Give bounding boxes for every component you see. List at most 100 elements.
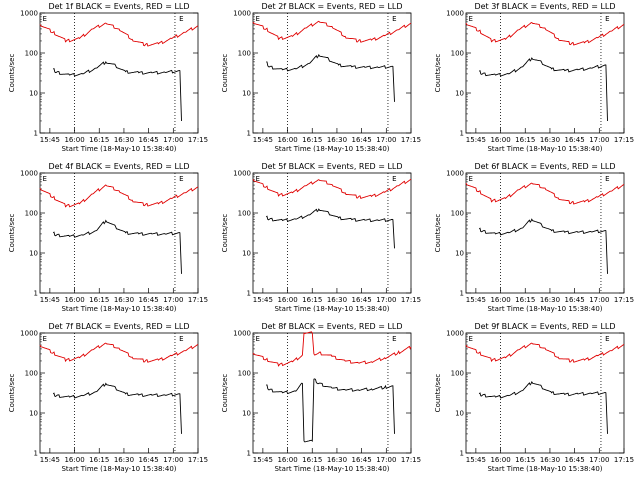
panel-4-title: Det 4f BLACK = Events, RED = LLD (48, 162, 189, 171)
panel-5-x-tick-label: 16:15 (302, 296, 322, 304)
panel-6-x-tick-label: 16:45 (565, 296, 585, 304)
panel-4-x-tick-label: 16:45 (139, 296, 159, 304)
panel-7-x-tick-label: 15:45 (40, 456, 60, 464)
panel-6-y-tick-label: 1 (460, 290, 464, 298)
panel-4-e-marker: E (42, 175, 46, 183)
panel-4-series-lld-red (39, 184, 199, 208)
panel-5-y-tick-label: 1 (247, 290, 251, 298)
panel-1-x-tick-label: 16:30 (114, 136, 134, 144)
panel-8-x-tick-label: 16:15 (302, 456, 322, 464)
panel-3-x-tick-label: 16:30 (540, 136, 560, 144)
panel-9-x-tick-label: 16:15 (515, 456, 535, 464)
panel-3-plot-frame (465, 12, 625, 134)
panel-3-e-marker: E (605, 15, 609, 23)
panel-7-x-tick-label: 16:15 (89, 456, 109, 464)
panel-1-y-tick-label: 10 (29, 90, 38, 98)
panel-9-e-marker: E (468, 335, 472, 343)
panel-8-series-events-black (266, 378, 395, 443)
panel-3-y-tick-label: 1000 (446, 10, 464, 18)
panel-7-x-tick-label: 16:00 (64, 456, 84, 464)
panel-1-x-tick-label: 17:00 (163, 136, 183, 144)
panel-1-e-marker: E (42, 15, 46, 23)
panel-7-series-events-black (52, 382, 182, 434)
panel-9-x-tick-label: 17:00 (589, 456, 609, 464)
panel-7-x-tick-label: 16:45 (139, 456, 159, 464)
panel-1-x-tick-label: 15:45 (40, 136, 60, 144)
panel-1-x-tick-label: 17:15 (188, 136, 208, 144)
panel-7-x-tick-label: 16:30 (114, 456, 134, 464)
panel-2-x-tick-label: 15:45 (253, 136, 273, 144)
panel-7-series-lld-red (39, 342, 199, 363)
panel-4-y-axis-label: Counts/sec (8, 214, 16, 253)
panel-3-y-axis-label: Counts/sec (434, 54, 442, 93)
panel-8-series-lld-red (252, 331, 412, 367)
panel-5-series-lld-red (252, 178, 412, 199)
panel-2-x-tick-label: 16:00 (277, 136, 297, 144)
panel-5-series-events-black (265, 208, 395, 249)
panel-8-x-tick-label: 16:00 (277, 456, 297, 464)
panel-1-y-tick-label: 100 (25, 50, 38, 58)
panel-6-e-marker: E (468, 175, 472, 183)
panel-4-x-tick-label: 15:45 (40, 296, 60, 304)
panel-4-x-tick-label: 16:00 (64, 296, 84, 304)
panel-2-y-tick-label: 100 (238, 50, 251, 58)
panel-7-x-tick-label: 17:15 (188, 456, 208, 464)
panel-8-y-tick-label: 1 (247, 450, 251, 458)
panel-9-x-axis-label: Start Time (18-May-10 15:38:40) (487, 465, 602, 473)
panel-5-plot-frame (252, 172, 412, 294)
panel-5-x-axis-label: Start Time (18-May-10 15:38:40) (274, 305, 389, 313)
panel-3-title: Det 3f BLACK = Events, RED = LLD (474, 2, 615, 11)
panel-4-x-tick-label: 17:15 (188, 296, 208, 304)
panel-3-y-tick-label: 100 (451, 50, 464, 58)
panel-6-x-tick-label: 17:15 (614, 296, 634, 304)
panel-4-y-tick-label: 1000 (20, 170, 38, 178)
panel-1-title: Det 1f BLACK = Events, RED = LLD (48, 2, 189, 11)
panel-9-e-marker: E (605, 335, 609, 343)
panel-6-series-lld-red (465, 182, 625, 205)
panel-5-y-axis-label: Counts/sec (221, 214, 229, 253)
panel-4-y-tick-label: 1 (34, 290, 38, 298)
panel-6-x-tick-label: 16:15 (515, 296, 535, 304)
panel-9-y-tick-label: 100 (451, 370, 464, 378)
panel-5-x-tick-label: 16:30 (327, 296, 347, 304)
panel-2-e-marker: E (255, 15, 259, 23)
panel-4-e-marker: E (179, 175, 183, 183)
panel-1-y-tick-label: 1 (34, 130, 38, 138)
panel-6-y-axis-label: Counts/sec (434, 214, 442, 253)
panel-7-e-marker: E (179, 335, 183, 343)
panel-1-x-tick-label: 16:00 (64, 136, 84, 144)
panel-4-y-tick-label: 100 (25, 210, 38, 218)
panel-4-x-tick-label: 16:30 (114, 296, 134, 304)
panel-5-x-tick-label: 17:00 (376, 296, 396, 304)
panel-8-y-tick-label: 10 (242, 410, 251, 418)
panel-2-x-tick-label: 17:15 (401, 136, 421, 144)
panel-6-x-tick-label: 16:30 (540, 296, 560, 304)
panel-3-series-events-black (478, 57, 608, 122)
panel-3-x-tick-label: 16:00 (490, 136, 510, 144)
panel-6-y-tick-label: 100 (451, 210, 464, 218)
panel-5-x-tick-label: 15:45 (253, 296, 273, 304)
panel-9-x-tick-label: 16:00 (490, 456, 510, 464)
panel-7-e-marker: E (42, 335, 46, 343)
panel-9-series-lld-red (465, 342, 625, 363)
panel-3-series-lld-red (465, 21, 625, 46)
panel-7-y-tick-label: 1000 (20, 330, 38, 338)
panel-6-x-tick-label: 15:45 (466, 296, 486, 304)
panel-1-x-tick-label: 16:15 (89, 136, 109, 144)
panel-1-x-tick-label: 16:45 (139, 136, 159, 144)
panel-8-y-axis-label: Counts/sec (221, 374, 229, 413)
panel-3-x-axis-label: Start Time (18-May-10 15:38:40) (487, 145, 602, 153)
panel-5-x-tick-label: 16:45 (352, 296, 372, 304)
panel-7-plot-frame (39, 332, 199, 454)
panel-3-y-tick-label: 10 (455, 90, 464, 98)
panel-5-y-tick-label: 10 (242, 250, 251, 258)
panel-4-x-tick-label: 17:00 (163, 296, 183, 304)
panel-3-y-tick-label: 1 (460, 130, 464, 138)
panel-4-series-events-black (52, 219, 182, 274)
panel-6-title: Det 6f BLACK = Events, RED = LLD (474, 162, 615, 171)
panel-6-e-marker: E (605, 175, 609, 183)
panel-5-e-marker: E (255, 175, 259, 183)
panel-8-x-tick-label: 17:15 (401, 456, 421, 464)
panel-9-plot-frame (465, 332, 625, 454)
panel-2-series-events-black (266, 53, 395, 102)
